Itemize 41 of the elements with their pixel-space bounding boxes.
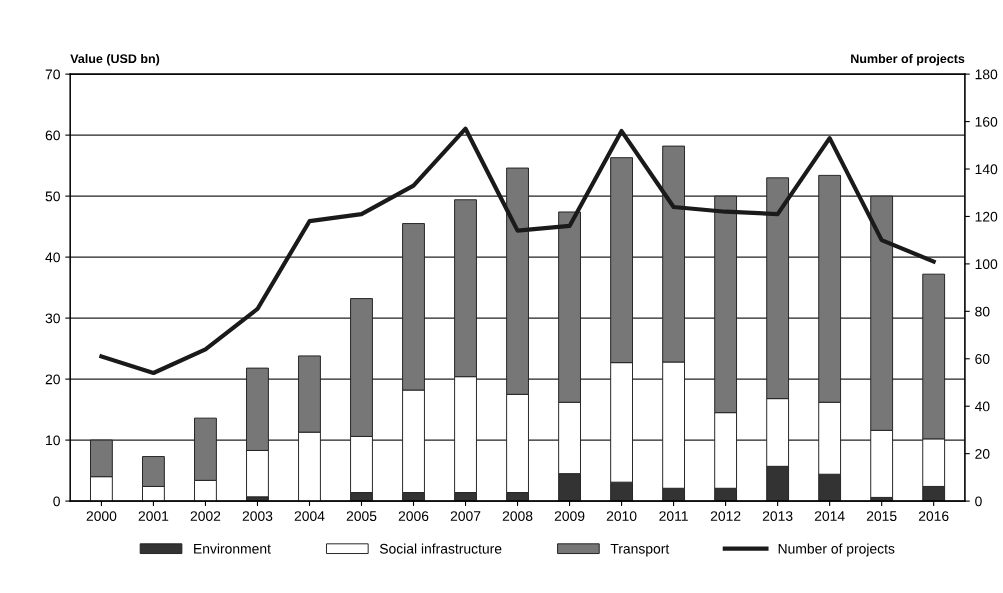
y2-tick-label: 140 xyxy=(975,164,998,175)
x-tick-label: 2003 xyxy=(242,511,273,522)
y2-axis-title: Number of projects xyxy=(851,53,965,66)
x-tick-label: 2007 xyxy=(450,511,481,522)
y-tick-label: 40 xyxy=(45,252,60,263)
x-tick-label: 2011 xyxy=(659,511,688,522)
y-tick-label: 20 xyxy=(45,374,60,385)
x-tick-label: 2009 xyxy=(554,511,585,522)
x-tick-label: 2012 xyxy=(710,511,741,522)
legend-label: Social infrastructure xyxy=(379,543,502,554)
legend-label: Transport xyxy=(610,543,670,557)
x-tick-label: 2016 xyxy=(918,511,949,522)
y2-tick-label: 180 xyxy=(975,69,998,80)
x-tick-label: 2010 xyxy=(606,511,637,522)
x-tick-label: 2014 xyxy=(814,511,845,522)
y-axis-title: Value (USD bn) xyxy=(70,53,160,66)
x-tick-label: 2015 xyxy=(866,511,897,522)
y2-tick-label: 20 xyxy=(975,448,990,459)
y2-tick-label: 40 xyxy=(974,401,990,412)
y2-tick-label: 120 xyxy=(975,211,998,222)
y-tick-label: 70 xyxy=(45,69,60,80)
x-tick-label: 2006 xyxy=(398,511,429,522)
y-tick-label: 0 xyxy=(53,496,60,507)
x-tick-label: 2000 xyxy=(86,511,117,522)
y2-tick-label: 100 xyxy=(975,259,998,270)
legend-label: Number of projects xyxy=(778,543,895,557)
x-tick-label: 2008 xyxy=(502,511,533,522)
y-tick-label: 60 xyxy=(45,130,60,141)
x-tick-label: 2002 xyxy=(190,511,221,522)
x-tick-label: 2001 xyxy=(138,511,169,522)
y2-tick-label: 80 xyxy=(975,306,990,317)
legend-label: Environment xyxy=(194,543,271,554)
x-tick-label: 2013 xyxy=(762,511,793,522)
y2-tick-label: 0 xyxy=(975,496,982,507)
x-tick-label: 2005 xyxy=(346,511,377,522)
y2-tick-label: 60 xyxy=(975,354,990,364)
x-tick-label: 2004 xyxy=(294,511,325,522)
y-tick-label: 50 xyxy=(45,191,60,202)
y2-tick-label: 160 xyxy=(975,116,998,127)
y-tick-label: 10 xyxy=(46,435,60,446)
y-tick-label: 30 xyxy=(45,313,60,324)
